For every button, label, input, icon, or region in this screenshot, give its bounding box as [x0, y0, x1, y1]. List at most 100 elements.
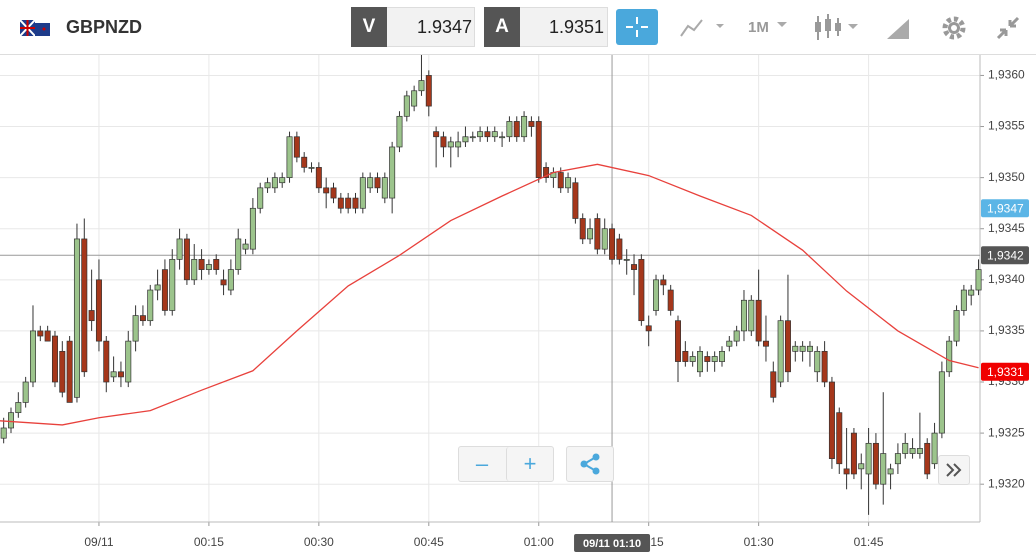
candle-body — [51, 335, 58, 383]
candle-body — [8, 412, 14, 429]
candle-body — [198, 259, 205, 270]
candle-body — [315, 167, 322, 189]
chart-type-button[interactable] — [678, 16, 728, 40]
bid-price: 1.9347 — [417, 17, 473, 37]
candle-body — [242, 243, 249, 250]
candle-body — [323, 187, 330, 194]
candle-body — [968, 289, 975, 296]
candle-body — [777, 320, 784, 383]
symbol: GBPNZD — [66, 17, 142, 37]
candle-body — [484, 131, 491, 138]
candle-body — [491, 131, 498, 138]
candle-body — [894, 453, 901, 465]
candle-body — [455, 141, 462, 148]
candle-body — [865, 442, 872, 475]
candle-body — [513, 121, 520, 138]
collapse-button[interactable] — [994, 14, 1022, 42]
candle-body — [271, 177, 278, 189]
share-button[interactable] — [566, 446, 614, 482]
candle-body — [411, 90, 418, 107]
candle-body — [572, 182, 579, 219]
zoom-in-button[interactable]: + — [506, 447, 553, 481]
candle-body — [755, 299, 762, 342]
candle-body — [293, 136, 300, 158]
candle-body — [117, 371, 124, 378]
candle-body — [931, 432, 938, 465]
candle-body — [161, 269, 168, 311]
candle-body — [916, 448, 923, 454]
candle-body — [37, 330, 44, 337]
price-badge — [981, 246, 1029, 265]
candle-body — [587, 228, 594, 240]
x-tick-label: 00:45 — [414, 535, 444, 549]
candle-body — [191, 259, 198, 281]
candle-body — [103, 340, 110, 383]
candle-body — [704, 356, 711, 362]
candle-body — [183, 238, 190, 281]
candle-body — [535, 121, 542, 178]
candle-body — [770, 371, 777, 398]
price-badge-label: 1,9331 — [987, 365, 1024, 379]
candle-body — [95, 279, 102, 342]
candle-body — [469, 136, 476, 139]
timeframe-arrow — [777, 22, 787, 27]
y-tick-label: 1,9360 — [988, 68, 1025, 82]
indicators-button[interactable] — [812, 12, 862, 44]
candle-body — [433, 131, 440, 138]
bid-letter: V — [351, 7, 387, 47]
moving-average — [0, 163, 979, 426]
candle-body — [264, 182, 271, 189]
candle-body — [220, 279, 227, 286]
candle-body — [960, 289, 967, 311]
candle-body — [792, 345, 799, 352]
toolbar: GBPNZD V 1.9347 A 1.9351 1M — [0, 0, 1036, 55]
draw-button[interactable] — [884, 14, 912, 42]
y-tick-label: 1,9325 — [988, 425, 1025, 439]
candle-body — [147, 289, 154, 322]
candle-body — [425, 75, 432, 107]
candle-body — [29, 330, 36, 383]
x-tick-label: 00:30 — [304, 535, 334, 549]
candle-body — [579, 218, 586, 240]
candle-body — [902, 442, 909, 454]
candle-body — [836, 412, 843, 465]
time-badge — [574, 534, 651, 552]
candle-body — [975, 269, 982, 291]
settings-button[interactable] — [940, 14, 968, 42]
candle-body — [733, 330, 740, 342]
flag-icon — [20, 20, 50, 36]
candle-body — [953, 310, 960, 342]
candle-body — [139, 315, 146, 322]
candle-body — [711, 356, 718, 362]
candle-body — [660, 279, 667, 286]
candle-body — [601, 228, 608, 250]
candle-body — [799, 345, 806, 352]
timeframe[interactable]: 1M — [748, 19, 769, 36]
candle-body — [499, 136, 506, 139]
candle-body — [784, 320, 791, 373]
candle-body — [44, 330, 51, 342]
ask-letter: A — [484, 7, 520, 47]
candle-body — [762, 340, 769, 347]
y-tick-label: 1,9355 — [988, 119, 1025, 133]
candle-body — [374, 177, 381, 189]
candle-body — [828, 381, 835, 459]
y-tick-label: 1,9320 — [988, 476, 1025, 490]
candle-body — [689, 356, 696, 362]
candle-body — [858, 463, 865, 470]
candle-body — [154, 284, 161, 291]
candle-body — [645, 325, 652, 332]
candle-body — [66, 340, 73, 403]
candle-body — [565, 177, 572, 189]
candle-body — [682, 350, 689, 362]
candle-body — [279, 177, 286, 184]
candle-body — [403, 95, 410, 117]
candle-body — [528, 121, 535, 127]
candle-body — [213, 259, 220, 270]
candle-body — [521, 115, 528, 138]
zoom-out-button[interactable]: – — [459, 447, 505, 481]
price-badge — [981, 199, 1029, 218]
crosshair-button[interactable] — [616, 9, 658, 45]
scroll-right-button[interactable] — [938, 455, 970, 485]
candle-body — [821, 350, 828, 383]
